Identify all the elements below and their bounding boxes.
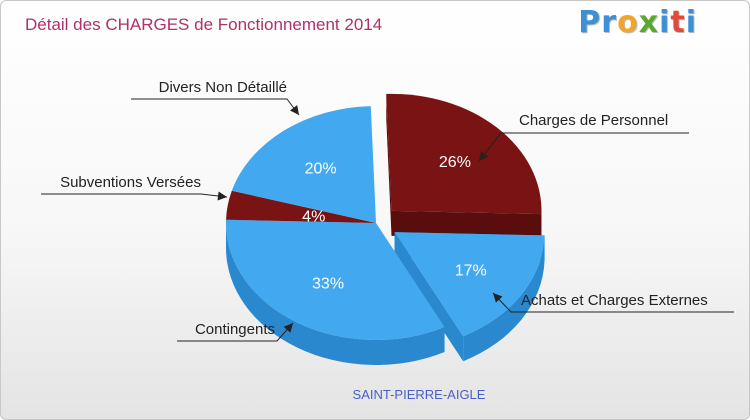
leader-arrow: [217, 191, 227, 201]
leader-arrow: [493, 293, 503, 303]
pie-slice-wall: [391, 210, 542, 240]
pie-slice[interactable]: [394, 232, 545, 337]
pie-slice-wall: [394, 232, 464, 362]
slice-name-label: Charges de Personnel: [519, 112, 668, 129]
logo-letter: x: [638, 5, 660, 40]
slice-name-label: Contingents: [195, 321, 275, 338]
slice-percent-label: 26%: [439, 154, 471, 171]
pie-slice[interactable]: [386, 93, 542, 215]
pie-tops: [226, 93, 545, 341]
logo-letter: i: [659, 5, 671, 40]
pie-slice-wall: [386, 93, 392, 236]
proxiti-logo[interactable]: Proxiti: [578, 5, 697, 40]
pie-slice-side: [226, 223, 445, 365]
chart-title: Détail des CHARGES de Fonctionnement 201…: [25, 15, 383, 34]
logo-letter: o: [617, 5, 639, 40]
slice-percent-label: 17%: [455, 263, 487, 280]
logo-letter: r: [601, 5, 618, 40]
pie-slice[interactable]: [226, 219, 445, 341]
slice-name-label: Divers Non Détaillé: [159, 79, 287, 96]
slice-name-label: Subventions Versées: [60, 174, 201, 191]
slice-name-label: Achats et Charges Externes: [521, 292, 708, 309]
pie-leader-lines: [41, 98, 734, 342]
leader-line: [41, 193, 228, 198]
logo-letter: P: [578, 5, 602, 40]
leader-line: [131, 98, 300, 116]
slice-percent-label: 20%: [305, 161, 337, 178]
leader-line: [492, 292, 734, 313]
leader-arrow: [283, 323, 293, 333]
chart-subtitle: SAINT-PIERRE-AIGLE: [353, 387, 486, 402]
pie-percent-labels: 26% 17% 33% 4% 20%: [302, 154, 487, 292]
pie-slice-side: [463, 235, 545, 362]
logo-letter: t: [670, 5, 686, 40]
slice-percent-label: 4%: [302, 208, 325, 225]
logo-letter: i: [685, 5, 697, 40]
pie-slice[interactable]: [226, 190, 376, 223]
pie-slice-labels: Charges de Personnel Achats et Charges Ex…: [60, 79, 708, 338]
leader-arrow: [290, 105, 299, 115]
slice-percent-label: 33%: [312, 275, 344, 292]
leader-arrow: [479, 151, 489, 161]
pie-slice[interactable]: [231, 106, 376, 223]
leader-line: [478, 132, 689, 162]
